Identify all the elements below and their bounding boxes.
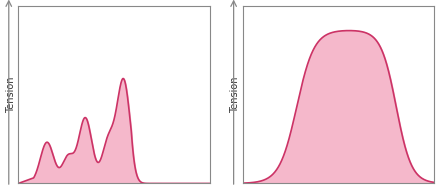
Y-axis label: Tension: Tension <box>6 76 15 113</box>
Y-axis label: Tension: Tension <box>231 76 240 113</box>
